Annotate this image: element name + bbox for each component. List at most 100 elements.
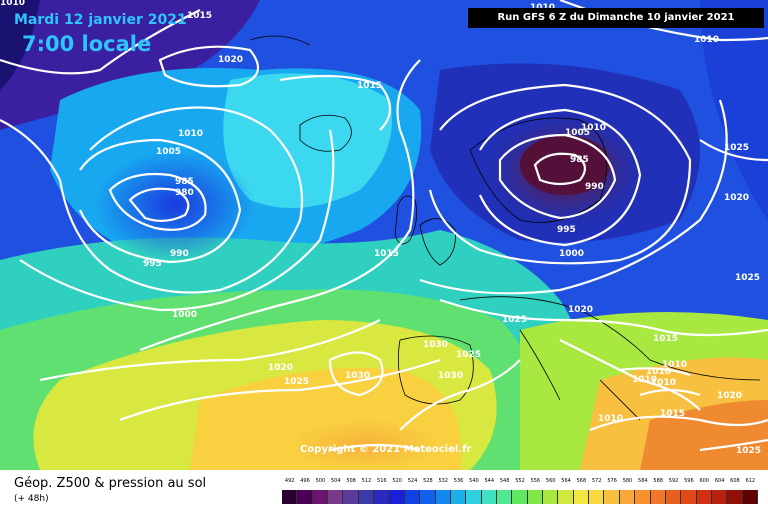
scale-swatch xyxy=(343,490,359,504)
scale-tick-label: 504 xyxy=(330,478,341,484)
isobar-label: 1015 xyxy=(357,81,382,91)
isobar-label: 1020 xyxy=(268,363,293,373)
scale-tick-label: 528 xyxy=(423,478,433,484)
scale-tick-label: 540 xyxy=(469,478,479,484)
scale-tick-label: 576 xyxy=(607,478,617,484)
isobar-label: 1020 xyxy=(717,391,742,401)
scale-tick-label: 516 xyxy=(377,478,387,484)
isobar-label: 1010 xyxy=(0,0,25,8)
scale-swatch xyxy=(328,490,344,504)
forecast-range: (+ 48h) xyxy=(14,494,49,504)
scale-tick-label: 492 xyxy=(284,478,295,484)
isobar-label: 1020 xyxy=(218,55,243,65)
scale-swatch xyxy=(374,490,390,504)
scale-swatch xyxy=(389,490,405,504)
isobars xyxy=(0,0,768,452)
isobar-label: 1015 xyxy=(653,334,678,344)
scale-swatch xyxy=(358,490,375,504)
scale-swatch xyxy=(481,490,497,504)
run-info: Run GFS 6 Z du Dimanche 10 janvier 2021 xyxy=(468,8,764,28)
scale-swatch xyxy=(297,490,313,504)
scale-swatch xyxy=(543,490,559,504)
isobar-label: 1010 xyxy=(694,35,719,45)
isobar-label: 1005 xyxy=(565,128,590,138)
scale-swatch xyxy=(681,490,697,504)
forecast-date: Mardi 12 janvier 2021 xyxy=(14,12,187,28)
isobar-label: 985 xyxy=(570,155,589,165)
scale-tick-label: 536 xyxy=(453,478,464,484)
scale-tick-label: 500 xyxy=(315,478,326,484)
scale-swatch xyxy=(496,490,513,504)
isobar-label: 1025 xyxy=(284,377,309,387)
isobar-label: 995 xyxy=(557,225,576,235)
scale-swatch xyxy=(635,490,651,504)
scale-tick-label: 544 xyxy=(484,478,495,484)
scale-swatch xyxy=(619,490,636,504)
scale-tick-label: 548 xyxy=(499,478,510,484)
scale-swatch xyxy=(466,490,482,504)
scale-swatch xyxy=(573,490,590,504)
color-scale-legend: 492 496 500 504 508 512 516 520 524 528 532 536 540 5… xyxy=(282,478,758,508)
forecast-time: 7:00 locale xyxy=(22,32,152,56)
scale-swatch xyxy=(711,490,728,504)
scale-swatch xyxy=(450,490,467,504)
map-title: Géop. Z500 & pression au sol xyxy=(14,476,207,491)
isobar-label: 1010 xyxy=(632,375,657,385)
scale-tick-label: 572 xyxy=(591,478,602,484)
scale-swatch xyxy=(727,490,743,504)
scale-tick-label: 588 xyxy=(653,478,663,484)
scale-swatch xyxy=(404,490,421,504)
scale-swatch xyxy=(312,490,329,504)
scale-swatch xyxy=(742,490,758,504)
isobar-label: 1025 xyxy=(724,143,749,153)
isobar-label: 1025 xyxy=(502,315,527,325)
field-north-west xyxy=(0,0,260,130)
isobar-label: 1015 xyxy=(660,409,685,419)
weather-map: 1010 1015 1010 1010 1020 1015 1010 1005 … xyxy=(0,0,768,470)
map-canvas: 1010 1015 1010 1010 1020 1015 1010 1005 … xyxy=(0,0,768,470)
scale-swatch xyxy=(665,490,682,504)
scale-tick-label: 568 xyxy=(576,478,587,484)
isobar-label: 1010 xyxy=(178,129,203,139)
scale-tick-label: 520 xyxy=(392,478,402,484)
isobar-label: 990 xyxy=(585,182,604,192)
scale-tick-label: 596 xyxy=(684,478,694,484)
scale-tick-label: 524 xyxy=(407,478,418,484)
isobar-label: 1020 xyxy=(724,193,749,203)
isobar-label: 1020 xyxy=(568,305,593,315)
scale-swatch xyxy=(696,490,712,504)
scale-tick-label: 592 xyxy=(668,478,679,484)
scale-swatch xyxy=(420,490,436,504)
isobar-label: 1010 xyxy=(646,367,671,377)
isobar-label: 1000 xyxy=(559,249,584,259)
isobar-label: 1010 xyxy=(598,414,623,424)
isobar-label: 1025 xyxy=(735,273,760,283)
scale-swatch xyxy=(604,490,620,504)
isobar-labels: 1010 1015 1010 1010 1020 1015 1010 1005 … xyxy=(0,0,761,456)
scale-tick-label: 556 xyxy=(530,478,541,484)
scale-swatch xyxy=(527,490,544,504)
scale-swatch xyxy=(589,490,605,504)
isobar-label: 1025 xyxy=(736,446,761,456)
isobar-label: 1015 xyxy=(374,249,399,259)
isobar-label: 990 xyxy=(170,249,189,259)
coastlines xyxy=(249,35,761,421)
field-light-cyan xyxy=(223,73,392,208)
scale-tick-label: 604 xyxy=(714,478,725,484)
scale-color-bar xyxy=(282,490,758,504)
isobar-label: 1030 xyxy=(423,340,448,350)
copyright-notice: Copyright © 2021 Meteociel.fr xyxy=(300,444,472,455)
isobar-label: 1005 xyxy=(156,147,181,157)
scale-tick-label: 580 xyxy=(622,478,633,484)
scale-tick-label: 552 xyxy=(515,478,525,484)
isobar-label: 1025 xyxy=(456,350,481,360)
isobar-label: 985 xyxy=(175,177,194,187)
scale-tick-label: 612 xyxy=(745,478,756,484)
scale-tick-label: 564 xyxy=(561,478,571,484)
scale-tick-label: 496 xyxy=(300,478,310,484)
scale-tick-label: 608 xyxy=(730,478,740,484)
isobar-label: 1015 xyxy=(187,11,212,21)
scale-tick-labels: 492 496 500 504 508 512 516 520 524 528 532 536 540 5… xyxy=(282,478,758,488)
scale-swatch xyxy=(435,490,451,504)
scale-swatch xyxy=(650,490,666,504)
